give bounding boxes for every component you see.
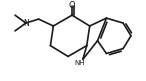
Text: N: N <box>23 19 29 28</box>
Text: NH: NH <box>75 60 85 66</box>
Text: O: O <box>69 1 75 10</box>
